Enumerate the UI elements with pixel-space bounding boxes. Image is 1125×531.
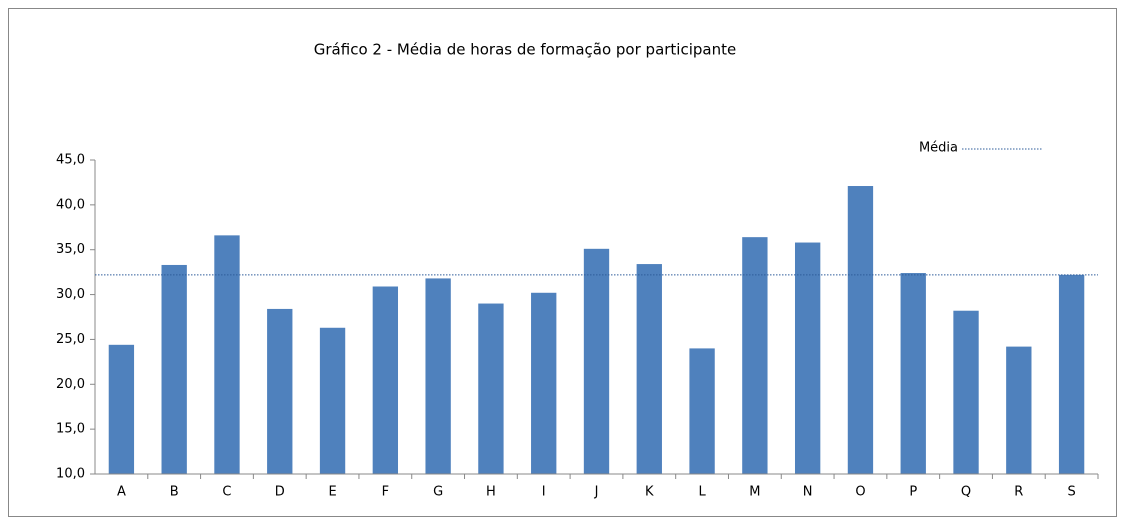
y-tick-label: 40,0 <box>56 197 85 212</box>
x-tick-label: Q <box>961 485 971 500</box>
x-tick-label: R <box>1014 485 1023 500</box>
y-tick-label: 30,0 <box>56 287 85 302</box>
y-tick-label: 15,0 <box>56 422 85 437</box>
bar <box>953 310 979 474</box>
legend-label: Média <box>919 141 958 156</box>
bar <box>531 292 557 474</box>
bar <box>847 186 874 474</box>
x-tick-label: C <box>222 485 231 500</box>
x-tick-label: A <box>117 485 126 500</box>
x-tick-label: N <box>803 485 813 500</box>
bar <box>478 303 504 474</box>
x-tick-label: I <box>542 485 546 500</box>
bar <box>267 308 293 474</box>
y-tick-label: 25,0 <box>56 332 85 347</box>
bar <box>214 235 240 474</box>
y-tick-label: 45,0 <box>56 153 85 168</box>
chart-title: Gráfico 2 - Média de horas de formação p… <box>314 41 736 59</box>
x-tick-label: K <box>645 485 654 500</box>
x-tick-label: L <box>698 485 706 500</box>
x-tick-label: O <box>855 485 865 500</box>
x-tick-label: D <box>275 485 285 500</box>
bar <box>794 242 821 474</box>
bar <box>108 344 135 474</box>
bar <box>425 278 451 474</box>
bar <box>319 327 346 474</box>
bar <box>900 273 926 474</box>
x-tick-label: S <box>1067 485 1075 500</box>
bar <box>742 237 768 474</box>
x-tick-label: M <box>749 485 760 500</box>
x-tick-label: J <box>594 485 599 500</box>
bar <box>372 286 399 474</box>
x-tick-label: F <box>382 485 389 500</box>
y-tick-label: 20,0 <box>56 377 85 392</box>
bar <box>583 248 610 474</box>
bar <box>1058 274 1085 474</box>
bar <box>1006 346 1032 474</box>
x-tick-label: H <box>486 485 496 500</box>
y-tick-label: 10,0 <box>56 467 85 482</box>
x-tick-label: G <box>433 485 443 500</box>
bar <box>161 264 187 474</box>
y-tick-label: 35,0 <box>56 242 85 257</box>
bar <box>636 264 662 474</box>
chart-border <box>8 8 1117 517</box>
x-tick-label: P <box>909 485 917 500</box>
bar <box>689 348 715 474</box>
x-tick-label: E <box>328 485 336 500</box>
x-tick-label: B <box>170 485 179 500</box>
